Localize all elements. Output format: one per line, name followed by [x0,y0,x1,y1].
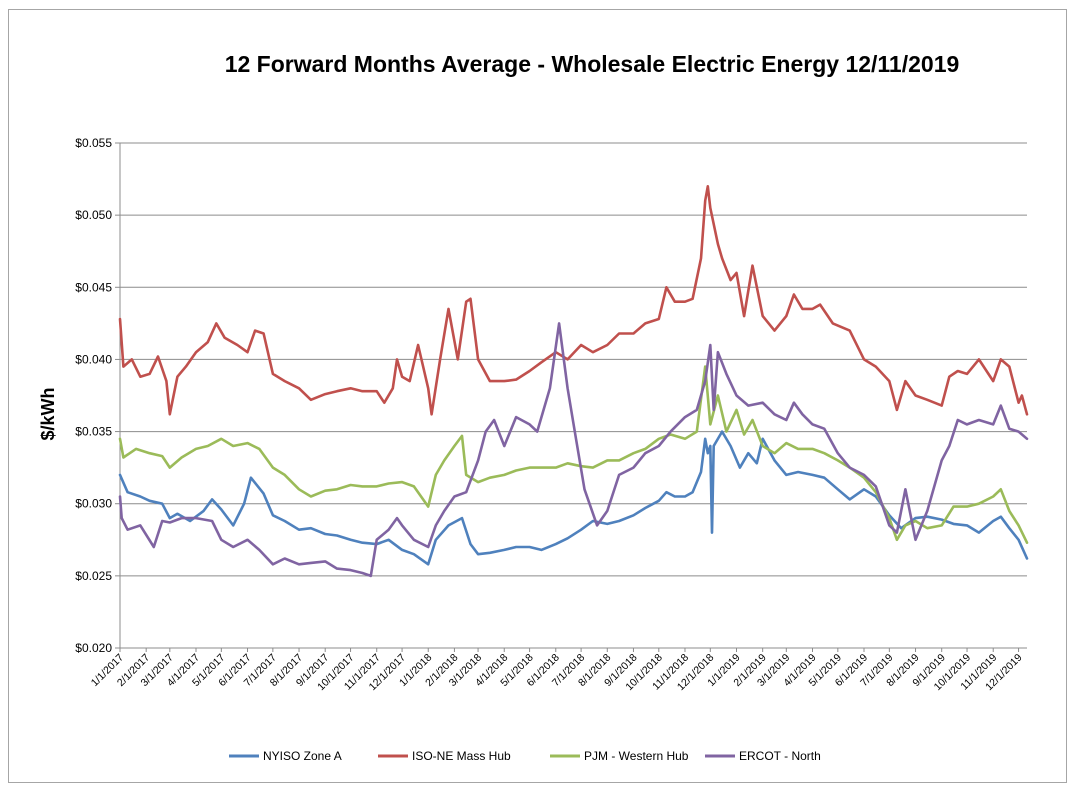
legend-label: NYISO Zone A [263,749,342,763]
y-tick-label: $0.055 [75,136,112,150]
legend-label: PJM - Western Hub [584,749,689,763]
series-line-nyiso-zone-a [118,430,1029,566]
y-tick-label: $0.030 [75,497,112,511]
y-tick-label: $0.020 [75,641,112,655]
y-tick-label: $0.050 [75,208,112,222]
series-line-iso-ne-mass-hub [118,185,1029,416]
chart-title: 12 Forward Months Average - Wholesale El… [225,51,960,77]
y-axis-tick-labels: $0.020 $0.025 $0.030 $0.035 $0.040 $0.045 $0.0… [75,136,112,655]
y-tick-label: $0.040 [75,352,112,366]
gridlines [120,142,1027,577]
x-axis-tick-labels: 1/1/20172/1/20173/1/20174/1/20175/1/2017… [89,652,1025,694]
legend-label: ERCOT - North [739,749,821,763]
y-tick-label: $0.045 [75,280,112,294]
series-line-pjm-western-hub [118,365,1029,544]
legend-label: ISO-NE Mass Hub [412,749,511,763]
y-axis-label: $/kWh [38,387,58,440]
chart-frame: 12 Forward Months Average - Wholesale El… [8,9,1067,783]
series-line-ercot-north [118,322,1029,578]
y-tick-label: $0.025 [75,569,112,583]
chart-svg: 12 Forward Months Average - Wholesale El… [38,51,1029,763]
legend: NYISO Zone A ISO-NE Mass Hub PJM - Western… [229,749,821,763]
y-tick-label: $0.035 [75,425,112,439]
series-lines [118,185,1029,578]
axes [115,142,1027,652]
